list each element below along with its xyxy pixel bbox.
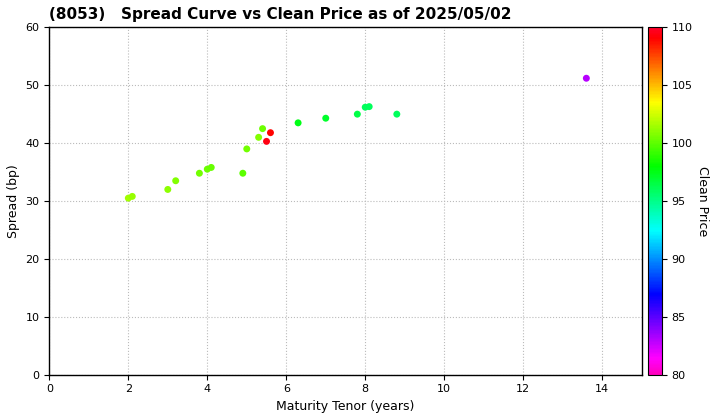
Point xyxy=(257,125,269,132)
Point xyxy=(122,195,134,202)
Point xyxy=(127,193,138,200)
Point xyxy=(292,119,304,126)
Point xyxy=(202,166,213,173)
Point xyxy=(351,111,363,118)
Y-axis label: Clean Price: Clean Price xyxy=(696,166,709,236)
Point xyxy=(391,111,402,118)
Point xyxy=(253,134,264,141)
Point xyxy=(359,104,371,110)
Point xyxy=(205,164,217,171)
Text: (8053)   Spread Curve vs Clean Price as of 2025/05/02: (8053) Spread Curve vs Clean Price as of… xyxy=(50,7,512,22)
Point xyxy=(170,177,181,184)
Point xyxy=(580,75,592,81)
Point xyxy=(241,146,253,152)
Point xyxy=(194,170,205,176)
Point xyxy=(364,103,375,110)
X-axis label: Maturity Tenor (years): Maturity Tenor (years) xyxy=(276,400,415,413)
Point xyxy=(237,170,248,176)
Point xyxy=(320,115,331,121)
Point xyxy=(265,129,276,136)
Point xyxy=(261,138,272,145)
Point xyxy=(162,186,174,193)
Y-axis label: Spread (bp): Spread (bp) xyxy=(7,164,20,238)
